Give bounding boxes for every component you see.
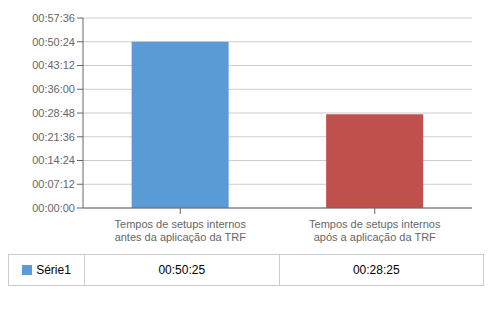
svg-text:00:36:00: 00:36:00 bbox=[32, 83, 75, 95]
svg-text:00:28:48: 00:28:48 bbox=[32, 107, 75, 119]
svg-text:00:07:12: 00:07:12 bbox=[32, 178, 75, 190]
html-text:00:28:25: 00:28:25 bbox=[352, 263, 400, 277]
svg-text:Tempos de setups internosapós: Tempos de setups internosapós a aplicaçã… bbox=[309, 218, 441, 243]
svg-text:Tempos de setups internosantes: Tempos de setups internosantes da aplica… bbox=[115, 218, 247, 243]
html-text:00:50:25: 00:50:25 bbox=[158, 263, 206, 277]
svg-text:00:50:24: 00:50:24 bbox=[32, 36, 75, 48]
svg-text:00:14:24: 00:14:24 bbox=[32, 154, 75, 166]
svg-text:00:21:36: 00:21:36 bbox=[32, 131, 75, 143]
html-text:Série1: Série1 bbox=[36, 263, 71, 277]
svg-text:00:43:12: 00:43:12 bbox=[32, 59, 75, 71]
svg-text:00:00:00: 00:00:00 bbox=[32, 202, 75, 214]
svg-text:00:57:36: 00:57:36 bbox=[32, 12, 75, 24]
